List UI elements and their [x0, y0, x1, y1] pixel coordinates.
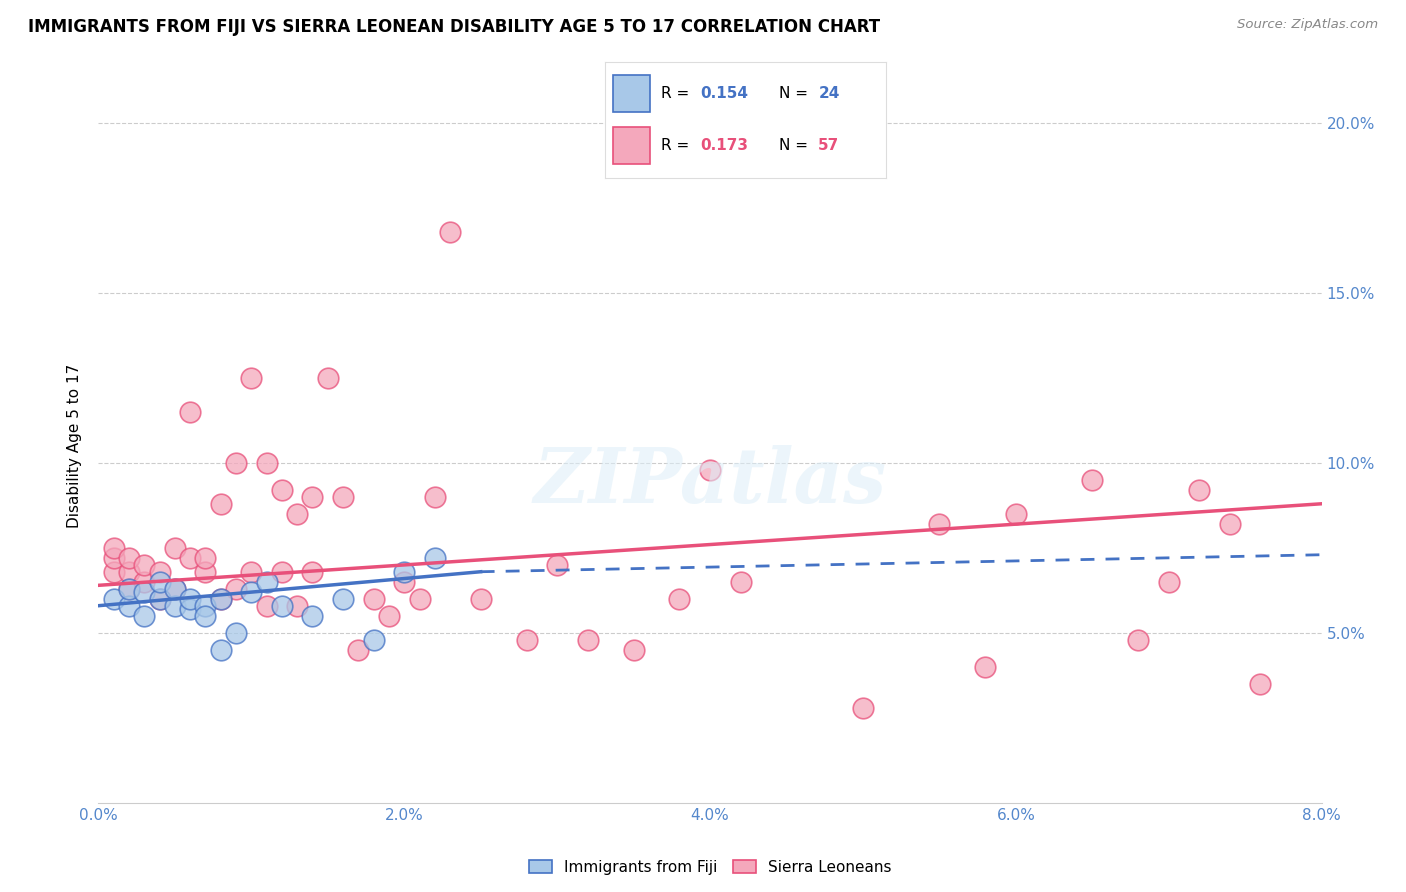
Point [194, 551, 217, 566]
Text: R =: R = [661, 138, 695, 153]
Text: IMMIGRANTS FROM FIJI VS SIERRA LEONEAN DISABILITY AGE 5 TO 17 CORRELATION CHART: IMMIGRANTS FROM FIJI VS SIERRA LEONEAN D… [28, 18, 880, 36]
Point [225, 456, 247, 470]
Text: 24: 24 [818, 87, 839, 102]
Point [179, 591, 201, 606]
Point [974, 660, 997, 674]
Point [1157, 574, 1180, 589]
Point [730, 574, 752, 589]
Point [103, 541, 125, 555]
Point [118, 582, 141, 596]
Point [378, 608, 401, 623]
Point [1188, 483, 1211, 498]
Point [149, 591, 172, 606]
Legend: Immigrants from Fiji, Sierra Leoneans: Immigrants from Fiji, Sierra Leoneans [523, 854, 897, 880]
Point [179, 602, 201, 616]
Text: 0.173: 0.173 [700, 138, 748, 153]
Point [363, 632, 385, 647]
Point [149, 565, 172, 579]
Point [347, 643, 370, 657]
Text: N =: N = [779, 138, 813, 153]
Point [270, 483, 294, 498]
Point [103, 591, 125, 606]
Point [149, 591, 172, 606]
Point [423, 490, 446, 504]
Point [928, 517, 950, 532]
Point [576, 632, 599, 647]
Point [1081, 473, 1104, 487]
Point [316, 371, 339, 385]
Point [256, 456, 278, 470]
Point [225, 582, 247, 596]
Point [163, 599, 186, 613]
Point [209, 591, 232, 606]
Bar [613, 128, 650, 164]
Text: Source: ZipAtlas.com: Source: ZipAtlas.com [1237, 18, 1378, 31]
Point [363, 591, 385, 606]
Point [332, 591, 354, 606]
Point [240, 371, 263, 385]
Point [1249, 677, 1271, 691]
Point [270, 565, 294, 579]
Point [103, 551, 125, 566]
Point [301, 608, 323, 623]
Text: ZIPatlas: ZIPatlas [533, 445, 887, 518]
Point [256, 599, 278, 613]
Point [209, 591, 232, 606]
Point [470, 591, 492, 606]
Point [194, 565, 217, 579]
Text: N =: N = [779, 87, 813, 102]
Text: R =: R = [661, 87, 695, 102]
Point [209, 643, 232, 657]
Point [256, 574, 278, 589]
Point [439, 225, 461, 239]
Point [285, 599, 308, 613]
Point [516, 632, 538, 647]
Point [301, 565, 323, 579]
Point [852, 700, 875, 714]
Point [623, 643, 645, 657]
Point [408, 591, 430, 606]
Point [209, 497, 232, 511]
Point [103, 565, 125, 579]
Point [392, 565, 416, 579]
Point [392, 574, 416, 589]
Point [546, 558, 568, 572]
Text: 0.154: 0.154 [700, 87, 748, 102]
Point [668, 591, 690, 606]
Point [134, 574, 156, 589]
Point [1128, 632, 1150, 647]
Y-axis label: Disability Age 5 to 17: Disability Age 5 to 17 [67, 364, 83, 528]
Point [134, 558, 156, 572]
Point [240, 565, 263, 579]
Point [301, 490, 323, 504]
Point [1219, 517, 1241, 532]
Point [118, 599, 141, 613]
Point [285, 507, 308, 521]
Point [163, 541, 186, 555]
Point [699, 463, 721, 477]
Bar [613, 75, 650, 112]
Point [163, 582, 186, 596]
Point [149, 574, 172, 589]
Point [179, 405, 201, 419]
Point [332, 490, 354, 504]
Point [118, 582, 141, 596]
Point [118, 551, 141, 566]
Point [194, 608, 217, 623]
Point [270, 599, 294, 613]
Point [225, 626, 247, 640]
Point [423, 551, 446, 566]
Text: 57: 57 [818, 138, 839, 153]
Point [1004, 507, 1026, 521]
Point [194, 599, 217, 613]
Point [240, 585, 263, 599]
Point [134, 585, 156, 599]
Point [134, 608, 156, 623]
Point [163, 582, 186, 596]
Point [118, 565, 141, 579]
Point [179, 551, 201, 566]
